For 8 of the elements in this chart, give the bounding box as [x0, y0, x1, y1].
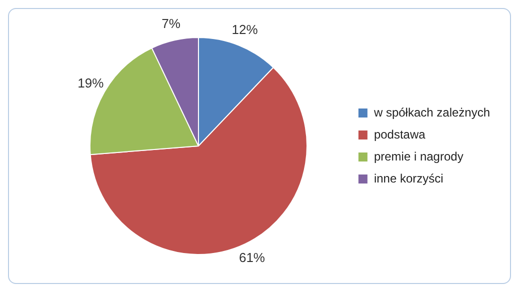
legend-label: w spółkach zależnych [372, 105, 490, 120]
legend-label: inne korzyści [374, 171, 444, 186]
data-label: 7% [162, 16, 181, 32]
legend-label: premie i nagrody [374, 149, 464, 164]
legend-label: podstawa [374, 127, 426, 142]
data-label: 19% [78, 75, 104, 90]
data-label: 61% [238, 250, 266, 265]
data-label: 12% [232, 22, 258, 37]
